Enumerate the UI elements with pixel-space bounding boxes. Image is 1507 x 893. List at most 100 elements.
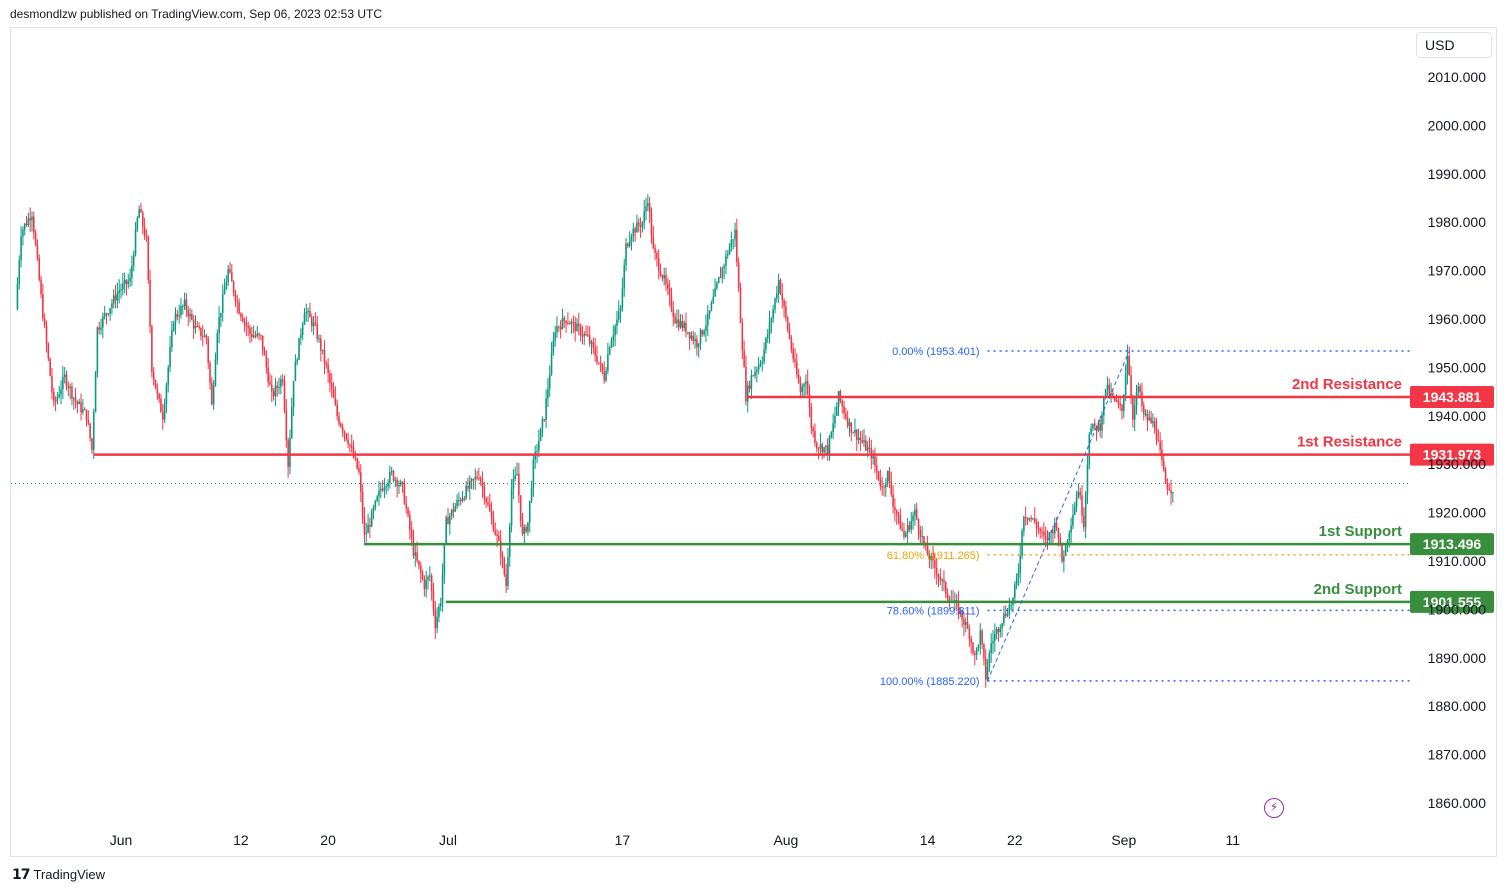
level-name: 2nd Resistance <box>1292 376 1402 393</box>
candle-body <box>783 300 785 307</box>
candle-body <box>103 313 106 317</box>
level-price-tag <box>1410 533 1494 556</box>
candle-body <box>1064 543 1067 557</box>
candle-body <box>67 386 70 389</box>
candle-body <box>828 437 831 454</box>
candle-body <box>959 610 962 614</box>
candle-body <box>314 322 317 324</box>
candle-body <box>759 363 762 366</box>
level-price-tag <box>1410 386 1494 409</box>
lightning-bolt-icon[interactable]: ⚡ <box>1264 798 1284 818</box>
candle-body <box>294 361 297 381</box>
candle-body <box>445 517 447 544</box>
candle-body <box>149 279 151 327</box>
candle-body <box>984 658 987 680</box>
candle-body <box>821 444 824 453</box>
candle-body <box>379 488 382 491</box>
candle-body <box>750 375 753 389</box>
candle-body <box>472 479 475 481</box>
candle-body <box>763 349 765 362</box>
candle-body <box>485 498 487 503</box>
candle-body <box>1035 522 1038 528</box>
candle-body <box>1106 384 1109 390</box>
candle-body <box>430 575 433 591</box>
candle-body <box>1077 491 1080 498</box>
candle-body <box>1117 400 1120 404</box>
candle-body <box>1053 522 1056 534</box>
x-tick-label: Sep <box>1111 832 1136 848</box>
candle-body <box>746 385 749 402</box>
level-price-label: 1913.496 <box>1423 536 1482 552</box>
time-axis: Jun 12 20 Jul 17 Aug 14 22 Sep 11 <box>110 832 1241 848</box>
currency-selector[interactable]: USD <box>1416 32 1492 58</box>
candle-body <box>594 347 596 356</box>
candle-body <box>98 327 100 330</box>
candle-body <box>416 552 418 561</box>
candle-body <box>552 340 555 354</box>
candle-body <box>1137 386 1140 393</box>
candle-body <box>737 262 740 288</box>
candle-body <box>272 391 275 397</box>
candle-body <box>975 648 978 655</box>
candle-body <box>65 374 68 387</box>
y-tick-label: 1870.000 <box>1428 747 1487 763</box>
candle-body <box>748 385 751 389</box>
candle-body <box>270 384 273 392</box>
candle-body <box>292 380 295 408</box>
candle-body <box>267 367 269 383</box>
candle-body <box>583 333 586 337</box>
candle-body <box>151 326 153 372</box>
candle-body <box>378 490 380 497</box>
candle-body <box>550 353 553 375</box>
candle-body <box>503 559 506 575</box>
candle-body <box>167 367 170 386</box>
candle-body <box>899 515 902 530</box>
candle-body <box>530 488 533 501</box>
candle-body <box>581 335 584 337</box>
fib-trend-line <box>987 350 1130 682</box>
candle-body <box>808 393 811 408</box>
candle-body <box>301 324 304 335</box>
candle-body <box>1170 490 1172 494</box>
candle-body <box>706 313 709 326</box>
candle-body <box>221 294 224 313</box>
candle-body <box>857 437 860 440</box>
candle-body <box>487 502 489 505</box>
candle-body <box>834 415 836 424</box>
candle-body <box>1101 415 1103 431</box>
candle-body <box>102 316 104 328</box>
candle-body <box>434 609 437 629</box>
x-tick-label: Aug <box>773 832 798 848</box>
candle-body <box>236 301 239 303</box>
candle-body <box>703 330 705 335</box>
candle-body <box>1139 386 1141 392</box>
candle-body <box>349 444 351 446</box>
candle-body <box>567 323 569 325</box>
candle-body <box>438 606 440 617</box>
candle-body <box>305 311 308 314</box>
candle-body <box>131 265 133 278</box>
candle-body <box>1081 495 1083 516</box>
candle-body <box>617 311 620 320</box>
candle-body <box>852 432 854 434</box>
y-tick-label: 1940.000 <box>1428 408 1487 424</box>
candle-body <box>835 406 838 416</box>
candle-body <box>614 326 616 336</box>
candle-body <box>498 535 500 541</box>
candle-body <box>209 362 211 383</box>
candle-body <box>243 321 246 323</box>
candle-body <box>1153 421 1156 430</box>
candle-body <box>670 295 673 310</box>
candle-body <box>710 302 713 311</box>
candle-body <box>741 323 744 350</box>
candle-body <box>676 319 678 324</box>
candle-body <box>692 335 695 342</box>
candle-body <box>910 520 913 530</box>
candle-body <box>52 391 55 402</box>
candle-body <box>968 628 971 639</box>
candle-body <box>360 472 362 492</box>
candle-body <box>699 330 702 344</box>
candle-body <box>568 323 571 325</box>
candle-body <box>548 374 551 389</box>
